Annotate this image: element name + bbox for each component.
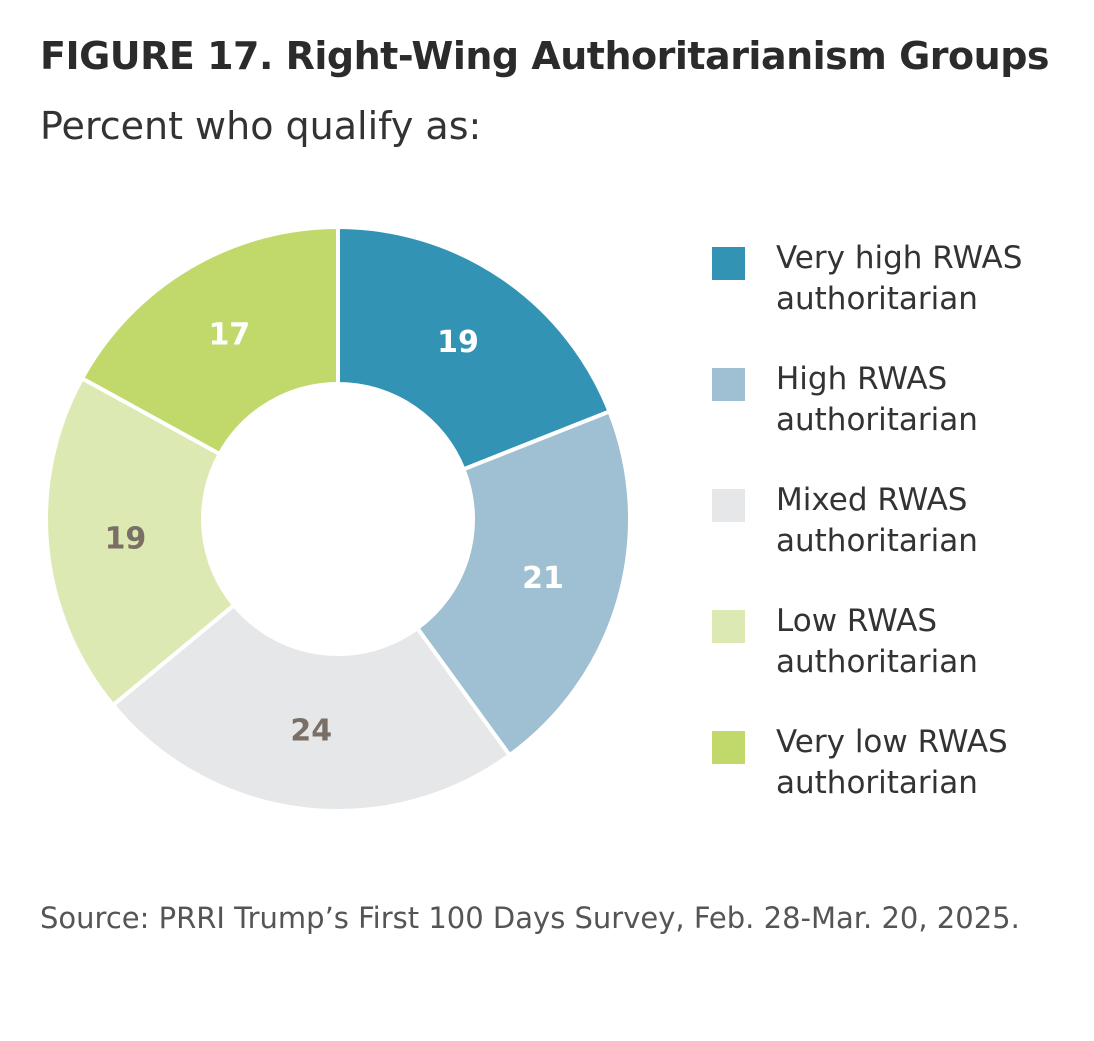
legend-label: Mixed RWAS authoritarian xyxy=(776,482,978,559)
legend-label: Very high RWAS authoritarian xyxy=(776,240,1023,317)
donut-chart: 19 21 24 19 17 xyxy=(44,225,632,813)
legend-item-very-high-rwas-authoritarian: Very high RWAS authoritarian xyxy=(712,238,1082,359)
legend-swatch xyxy=(712,247,745,280)
legend-label: High RWAS authoritarian xyxy=(776,361,978,438)
legend-item-high-rwas-authoritarian: High RWAS authoritarian xyxy=(712,359,1082,480)
donut-slice-very-low-rwas-authoritarian xyxy=(80,225,340,456)
donut-slice-high-rwas-authoritarian xyxy=(415,409,632,758)
legend-item-very-low-rwas-authoritarian: Very low RWAS authoritarian xyxy=(712,722,1082,843)
slice-value-label: 24 xyxy=(290,713,332,748)
slice-value-label: 19 xyxy=(437,325,479,360)
slice-value-label: 19 xyxy=(105,522,147,557)
donut-slice-low-rwas-authoritarian xyxy=(44,376,236,708)
source-note: Source: PRRI Trump’s First 100 Days Surv… xyxy=(40,901,1020,935)
donut-slice-mixed-rwas-authoritarian xyxy=(111,603,512,813)
legend-item-low-rwas-authoritarian: Low RWAS authoritarian xyxy=(712,601,1082,722)
chart-subtitle: Percent who qualify as: xyxy=(40,104,482,148)
slice-value-label: 17 xyxy=(208,318,250,353)
legend-swatch xyxy=(712,610,745,643)
legend-label: Very low RWAS authoritarian xyxy=(776,724,1008,801)
legend-swatch xyxy=(712,731,745,764)
slice-value-label: 21 xyxy=(522,561,564,596)
legend-swatch xyxy=(712,368,745,401)
donut-slice-very-high-rwas-authoritarian xyxy=(336,225,612,472)
legend-label: Low RWAS authoritarian xyxy=(776,603,978,680)
chart-legend: Very high RWAS authoritarian High RWAS au… xyxy=(712,238,1082,843)
legend-item-mixed-rwas-authoritarian: Mixed RWAS authoritarian xyxy=(712,480,1082,601)
chart-title: FIGURE 17. Right-Wing Authoritarianism G… xyxy=(40,34,1050,78)
legend-swatch xyxy=(712,489,745,522)
